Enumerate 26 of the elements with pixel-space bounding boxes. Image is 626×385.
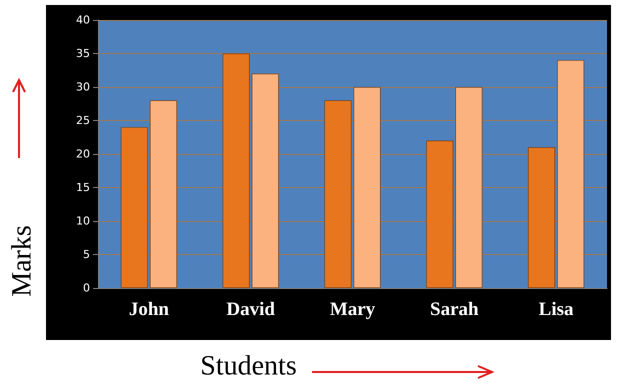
- y-tick-label: 0: [83, 282, 90, 294]
- y-axis-title: Marks: [6, 225, 38, 297]
- bar: [426, 140, 454, 288]
- x-tick-label: Lisa: [538, 299, 574, 320]
- bar: [354, 87, 381, 288]
- y-tick-label: 25: [76, 114, 90, 127]
- y-tick-label: 10: [76, 214, 90, 228]
- x-tick-label: David: [226, 299, 276, 320]
- bar: [324, 100, 352, 288]
- bar: [455, 87, 482, 288]
- bar: [557, 60, 584, 288]
- bar: [222, 54, 250, 288]
- bar: [528, 147, 556, 288]
- y-tick-label: 5: [83, 248, 90, 261]
- bar: [120, 127, 148, 288]
- y-tick-label: 15: [76, 181, 90, 194]
- y-tick-label: 30: [76, 80, 90, 94]
- y-tick-label: 40: [76, 14, 90, 26]
- x-tick-label: John: [128, 299, 170, 320]
- bar: [252, 74, 279, 288]
- y-tick-label: 35: [76, 47, 90, 60]
- bar: [150, 100, 177, 288]
- x-tick-label: Mary: [330, 299, 376, 320]
- y-tick-label: 20: [76, 148, 90, 160]
- x-axis-title: Students: [200, 350, 297, 382]
- x-tick-label: Sarah: [430, 299, 480, 320]
